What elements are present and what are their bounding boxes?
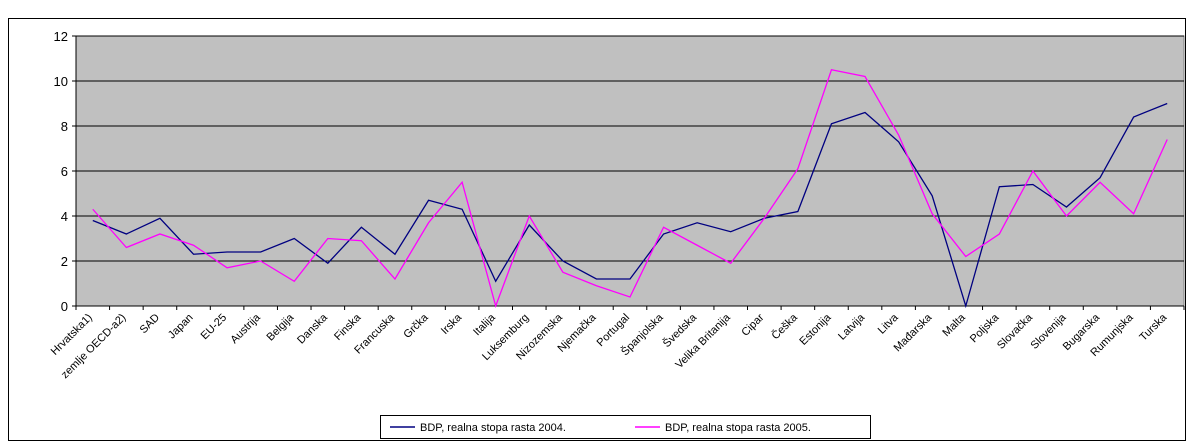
y-tick-label: 8 <box>61 119 68 134</box>
legend-box <box>380 415 871 439</box>
legend-label: BDP, realna stopa rasta 2005. <box>665 422 811 434</box>
y-tick-label: 10 <box>54 74 68 89</box>
legend-label: BDP, realna stopa rasta 2004. <box>420 422 566 434</box>
y-tick-label: 6 <box>61 164 68 179</box>
y-tick-label: 0 <box>61 299 68 314</box>
y-tick-label: 4 <box>61 209 68 224</box>
y-tick-label: 2 <box>61 254 68 269</box>
series-line <box>92 102 1168 309</box>
series-line <box>92 69 1168 309</box>
y-tick-label: 12 <box>54 29 68 44</box>
